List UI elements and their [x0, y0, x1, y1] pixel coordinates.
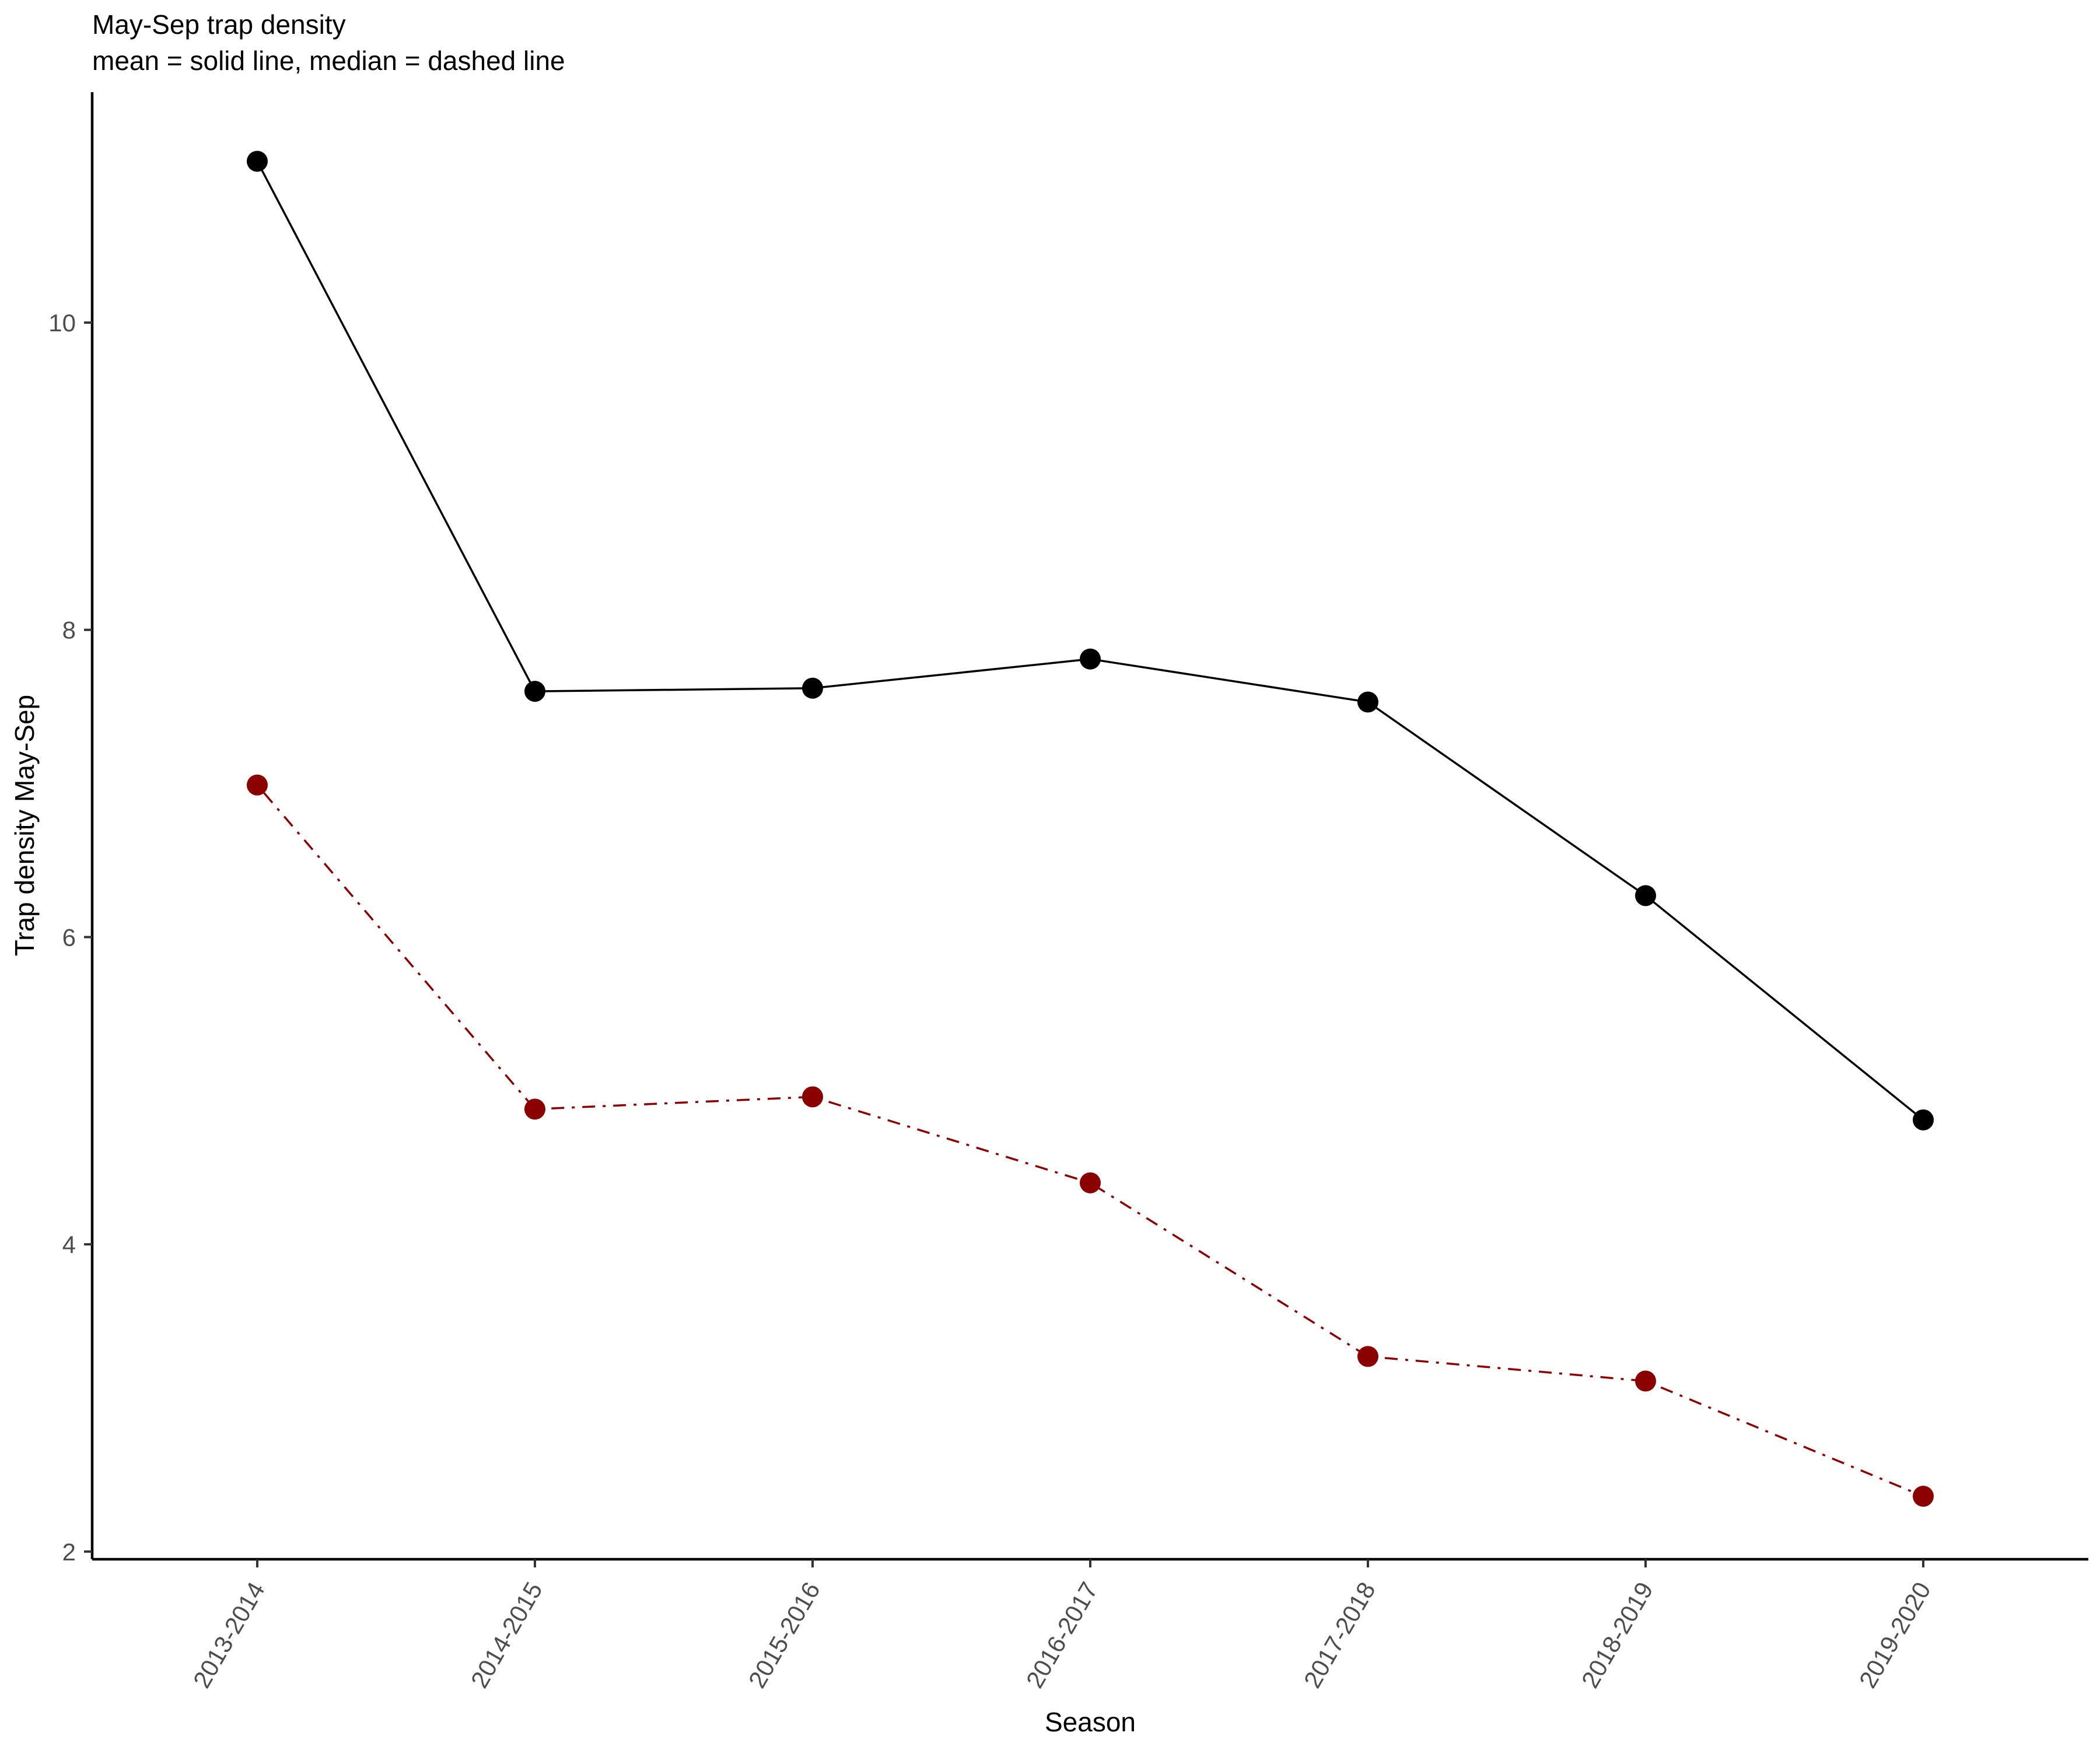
series-1-point: [1357, 691, 1378, 713]
x-tick-label: 2013-2014: [188, 1577, 270, 1692]
x-tick-label: 2019-2020: [1854, 1577, 1936, 1692]
chart-subtitle: mean = solid line, median = dashed line: [92, 46, 565, 76]
y-tick-label: 6: [62, 923, 76, 951]
series-1-point: [1635, 885, 1656, 907]
series-2-point: [524, 1098, 545, 1120]
series-1-point: [1080, 648, 1101, 670]
plot-area: [247, 150, 1934, 1507]
series-2-point: [1635, 1370, 1656, 1392]
x-tick-label: 2015-2016: [743, 1577, 825, 1692]
series-1-line: [256, 160, 1924, 1121]
series-1-point: [1913, 1109, 1934, 1130]
x-tick-label: 2018-2019: [1576, 1577, 1658, 1692]
series-2-point: [247, 774, 268, 796]
y-tick-label: 2: [62, 1538, 76, 1566]
chart-title: May-Sep trap density: [92, 9, 346, 40]
series-2-point: [1913, 1486, 1934, 1507]
series-2-line: [256, 784, 1924, 1497]
series-1-point: [802, 677, 823, 699]
series-2-point: [802, 1086, 823, 1108]
y-axis-title: Trap density May-Sep: [9, 695, 40, 956]
y-axis-ticks: 2 4 6 8 10: [48, 309, 92, 1566]
x-axis-ticks: 2013-2014 2014-2015 2015-2016 2016-2017 2017…: [188, 1559, 1936, 1692]
series-1-point: [524, 681, 545, 702]
series-2-point: [1357, 1346, 1378, 1367]
y-tick-label: 4: [62, 1231, 76, 1258]
x-tick-label: 2014-2015: [466, 1577, 548, 1692]
y-tick-label: 8: [62, 617, 76, 644]
x-tick-label: 2017-2018: [1298, 1577, 1381, 1692]
series-1-point: [247, 150, 268, 172]
y-tick-label: 10: [48, 309, 76, 337]
x-tick-label: 2016-2017: [1021, 1577, 1103, 1692]
series-2-point: [1080, 1172, 1101, 1194]
x-axis-title: Season: [1045, 1707, 1136, 1737]
